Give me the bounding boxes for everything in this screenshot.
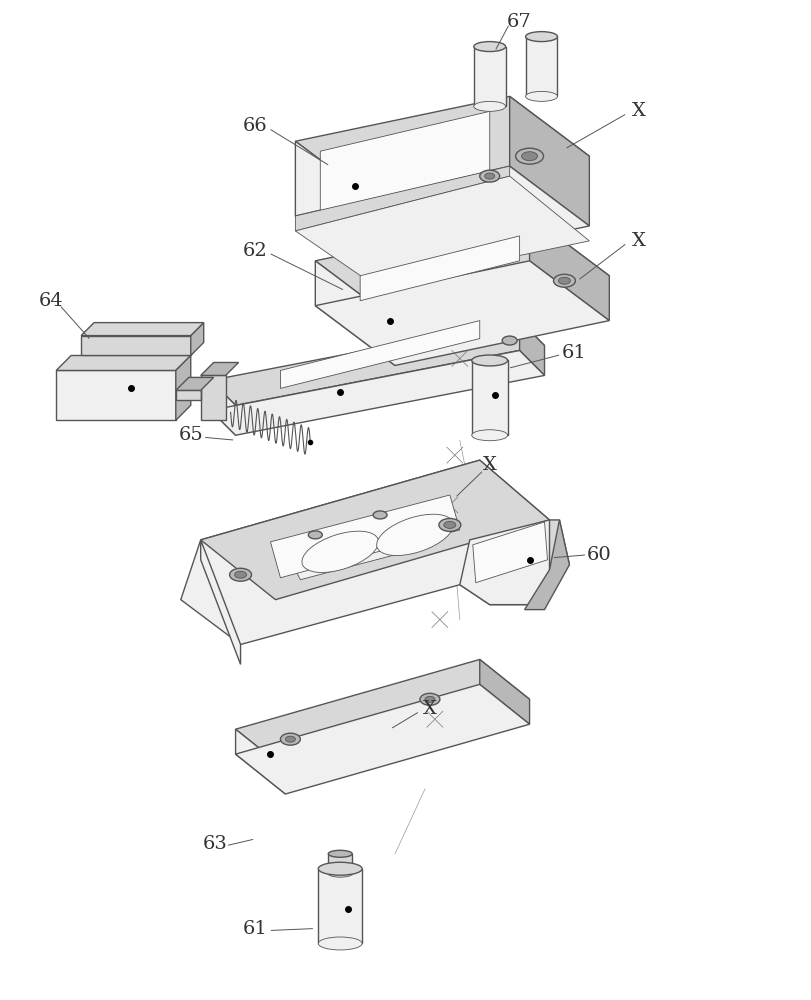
Polygon shape: [460, 520, 560, 605]
Text: 62: 62: [243, 242, 268, 260]
Polygon shape: [81, 336, 191, 355]
Ellipse shape: [373, 511, 387, 519]
Text: 60: 60: [587, 546, 611, 564]
Ellipse shape: [472, 355, 508, 366]
Polygon shape: [525, 520, 569, 610]
Polygon shape: [360, 236, 520, 301]
Ellipse shape: [521, 152, 538, 161]
Polygon shape: [472, 360, 508, 435]
Text: X: X: [633, 102, 646, 120]
Text: 61: 61: [243, 920, 268, 938]
Polygon shape: [200, 460, 550, 600]
Ellipse shape: [318, 862, 363, 875]
Polygon shape: [315, 216, 609, 321]
Ellipse shape: [474, 101, 505, 111]
Ellipse shape: [425, 696, 435, 702]
Text: X: X: [483, 456, 496, 474]
Ellipse shape: [480, 170, 500, 182]
Ellipse shape: [420, 693, 440, 705]
Polygon shape: [81, 323, 204, 336]
Ellipse shape: [553, 274, 576, 287]
Ellipse shape: [502, 336, 517, 345]
Ellipse shape: [328, 850, 352, 857]
Polygon shape: [550, 520, 569, 570]
Text: 63: 63: [204, 835, 228, 853]
Text: 61: 61: [562, 344, 587, 362]
Polygon shape: [56, 370, 176, 420]
Ellipse shape: [308, 531, 322, 539]
Polygon shape: [176, 375, 225, 420]
Polygon shape: [200, 362, 238, 375]
Polygon shape: [315, 261, 395, 365]
Polygon shape: [295, 96, 590, 201]
Polygon shape: [480, 659, 530, 724]
Ellipse shape: [474, 42, 505, 52]
Polygon shape: [295, 166, 590, 271]
Polygon shape: [328, 854, 352, 874]
Ellipse shape: [516, 148, 543, 164]
Polygon shape: [200, 540, 241, 664]
Text: 66: 66: [243, 117, 268, 135]
Polygon shape: [509, 96, 590, 226]
Polygon shape: [191, 323, 204, 355]
Polygon shape: [56, 355, 191, 370]
Polygon shape: [181, 460, 560, 645]
Polygon shape: [520, 321, 544, 375]
Ellipse shape: [376, 514, 453, 556]
Ellipse shape: [439, 518, 461, 531]
Polygon shape: [176, 355, 191, 420]
Polygon shape: [526, 37, 557, 96]
Polygon shape: [295, 166, 509, 231]
Polygon shape: [211, 351, 544, 435]
Polygon shape: [295, 176, 590, 286]
Polygon shape: [235, 684, 530, 794]
Ellipse shape: [472, 430, 508, 441]
Polygon shape: [235, 659, 530, 769]
Ellipse shape: [526, 32, 557, 42]
Polygon shape: [285, 525, 395, 580]
Text: 65: 65: [178, 426, 203, 444]
Polygon shape: [235, 729, 285, 794]
Polygon shape: [270, 495, 460, 578]
Polygon shape: [281, 321, 480, 388]
Polygon shape: [320, 171, 490, 241]
Ellipse shape: [485, 173, 495, 179]
Polygon shape: [176, 377, 213, 390]
Text: 67: 67: [507, 13, 532, 31]
Polygon shape: [211, 321, 544, 405]
Ellipse shape: [526, 91, 557, 101]
Polygon shape: [315, 261, 609, 365]
Text: 64: 64: [39, 292, 63, 310]
Ellipse shape: [444, 521, 456, 528]
Ellipse shape: [234, 571, 247, 578]
Polygon shape: [211, 380, 235, 435]
Polygon shape: [530, 216, 609, 321]
Ellipse shape: [559, 277, 570, 284]
Text: X: X: [633, 232, 646, 250]
Ellipse shape: [285, 736, 295, 742]
Polygon shape: [320, 111, 490, 211]
Ellipse shape: [230, 568, 251, 581]
Polygon shape: [295, 141, 375, 271]
Polygon shape: [473, 522, 547, 583]
Ellipse shape: [318, 937, 363, 950]
Polygon shape: [318, 869, 363, 943]
Ellipse shape: [328, 870, 352, 877]
Ellipse shape: [302, 531, 379, 572]
Text: X: X: [423, 700, 437, 718]
Polygon shape: [474, 47, 505, 106]
Ellipse shape: [281, 733, 300, 745]
